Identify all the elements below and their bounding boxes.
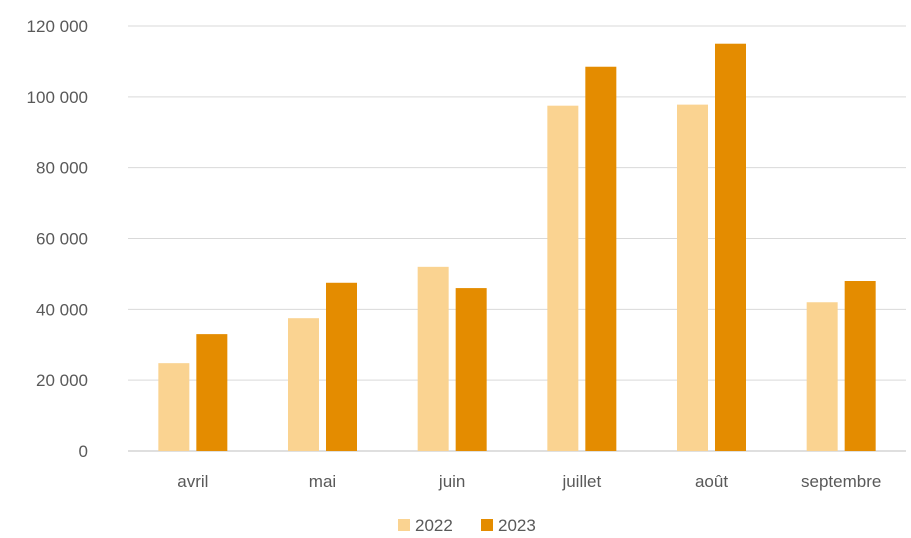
x-tick-label: juin <box>438 472 465 491</box>
bar-2023-mai <box>326 282 357 451</box>
x-tick-label: avril <box>177 472 208 491</box>
legend-label: 2022 <box>415 516 453 535</box>
y-axis-ticks: 0 20 000 40 000 60 000 80 000 100 000 120 000 <box>27 17 88 461</box>
x-tick-label: juillet <box>561 472 601 491</box>
bar-2023-août <box>715 43 746 451</box>
x-axis-ticks: avril mai juin juillet août septembre <box>177 472 881 491</box>
x-tick-label: mai <box>309 472 336 491</box>
bars <box>158 43 876 452</box>
y-tick-label: 40 000 <box>36 300 88 319</box>
gridlines <box>128 25 906 452</box>
x-tick-label: août <box>695 472 728 491</box>
y-tick-label: 100 000 <box>27 88 88 107</box>
legend: 2022 2023 <box>398 516 536 535</box>
bar-2022-septembre <box>806 302 838 451</box>
y-tick-label: 20 000 <box>36 371 88 390</box>
y-tick-label: 0 <box>79 442 88 461</box>
bar-2022-juin <box>417 266 449 451</box>
y-tick-label: 80 000 <box>36 159 88 178</box>
bar-2023-septembre <box>844 281 876 451</box>
bar-2023-juillet <box>585 66 617 452</box>
x-tick-label: septembre <box>801 472 881 491</box>
y-tick-label: 60 000 <box>36 230 88 249</box>
bar-2022-juillet <box>547 105 579 451</box>
y-tick-label: 120 000 <box>27 17 88 36</box>
legend-label: 2023 <box>498 516 536 535</box>
bar-2022-mai <box>288 318 319 451</box>
bar-2022-août <box>677 104 708 451</box>
legend-swatch-2023 <box>481 519 493 531</box>
bar-2023-avril <box>196 334 228 451</box>
legend-swatch-2022 <box>398 519 410 531</box>
bar-2023-juin <box>455 288 487 451</box>
bar-2022-avril <box>158 363 190 451</box>
